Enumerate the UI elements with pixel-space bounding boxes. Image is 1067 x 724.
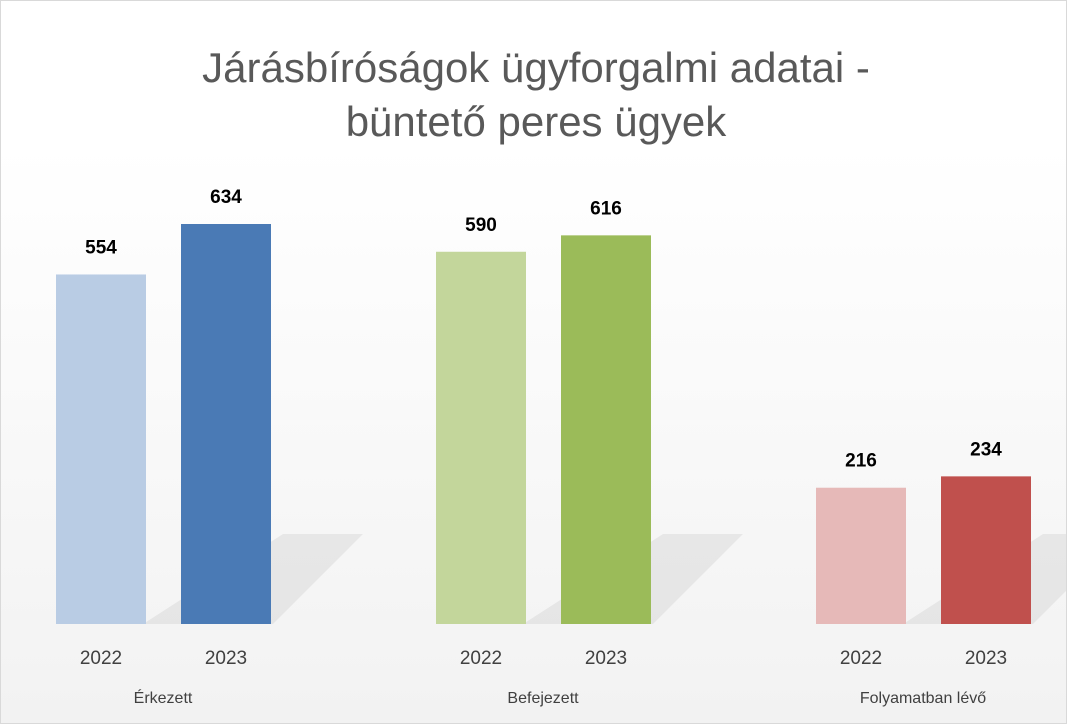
x-tick-label: 2023 [205, 648, 247, 669]
x-tick-label: 2022 [840, 648, 882, 669]
x-tick-label: 2023 [965, 648, 1007, 669]
bar [56, 274, 146, 624]
data-label: 634 [210, 187, 242, 208]
bar [941, 476, 1031, 624]
bar [181, 224, 271, 624]
chart-title: Járásbíróságok ügyforgalmi adatai - bünt… [202, 44, 870, 145]
data-label: 216 [845, 451, 877, 472]
group-label: Folyamatban lévő [860, 690, 986, 707]
data-label: 234 [970, 439, 1002, 460]
bar [436, 251, 526, 624]
x-tick-label: 2022 [80, 648, 122, 669]
data-label: 590 [465, 215, 497, 236]
group-label: Érkezett [134, 688, 193, 707]
data-label: 554 [85, 237, 117, 258]
data-label: 616 [590, 198, 622, 219]
bar [816, 487, 906, 624]
bar [561, 235, 651, 625]
x-tick-label: 2022 [460, 648, 502, 669]
x-tick-label: 2023 [585, 648, 627, 669]
group-label: Befejezett [507, 690, 579, 707]
